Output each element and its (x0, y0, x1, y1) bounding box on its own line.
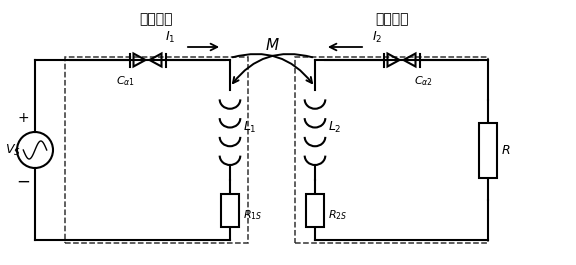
Text: +: + (17, 111, 29, 125)
Text: $R$: $R$ (501, 144, 510, 157)
Bar (221, 193, 239, 227)
Text: $C_{\alpha 1}$: $C_{\alpha 1}$ (116, 74, 135, 88)
Text: 发射电路: 发射电路 (139, 12, 173, 26)
Bar (479, 122, 497, 178)
Text: $M$: $M$ (264, 37, 279, 53)
Text: $I_2$: $I_2$ (372, 30, 382, 45)
Text: $R_{1S}$: $R_{1S}$ (243, 208, 262, 222)
Text: $I_1$: $I_1$ (165, 30, 175, 45)
Text: $R_{2S}$: $R_{2S}$ (328, 208, 347, 222)
Text: $L_1$: $L_1$ (243, 120, 257, 135)
Text: $C_{\alpha 2}$: $C_{\alpha 2}$ (414, 74, 433, 88)
Text: $V_S$: $V_S$ (5, 143, 21, 158)
Text: $L_2$: $L_2$ (328, 120, 342, 135)
Text: −: − (16, 173, 30, 191)
Bar (306, 193, 324, 227)
Text: 接收电路: 接收电路 (375, 12, 409, 26)
